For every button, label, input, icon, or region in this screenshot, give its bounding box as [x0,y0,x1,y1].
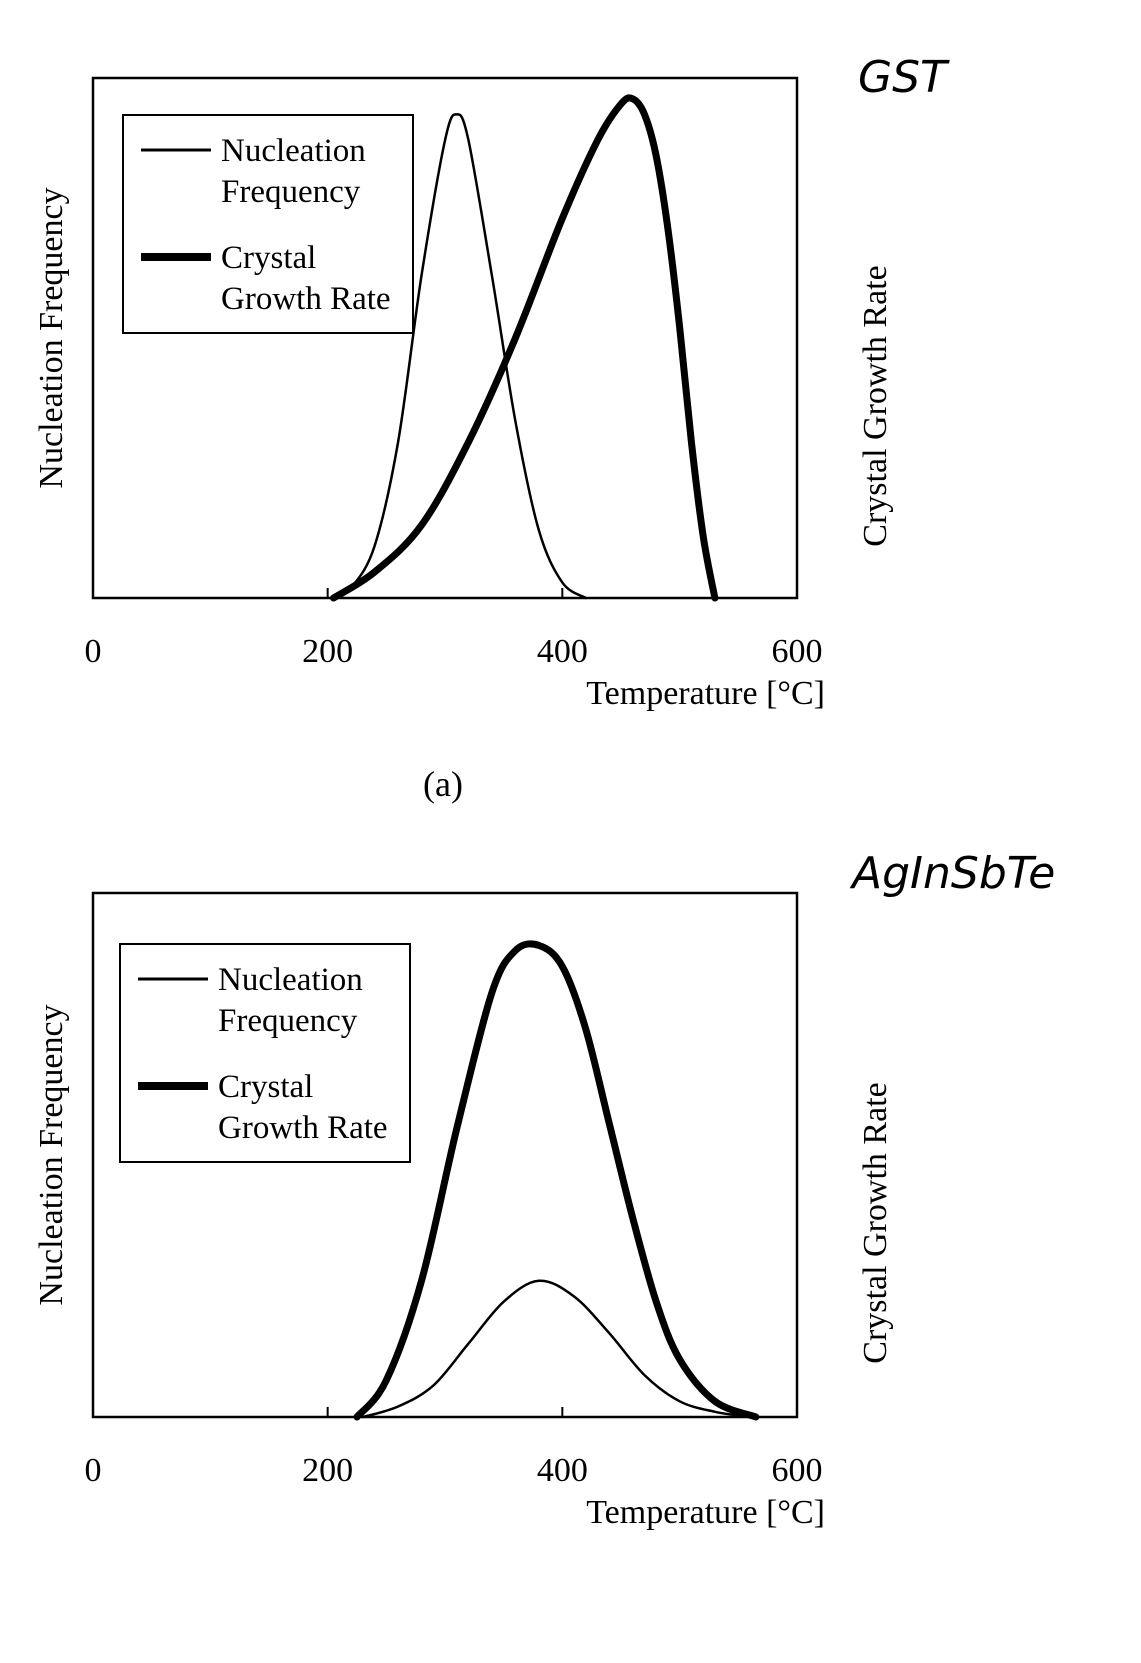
x-tick-label: 0 [85,1452,102,1489]
x-tick-label: 400 [537,1452,588,1489]
legend-entry-label: Nucleation Frequency [221,133,366,210]
x-tick-label: 200 [302,633,353,670]
x-axis-label: Temperature [°C] [586,1494,825,1531]
x-tick-label: 0 [85,633,102,670]
y-axis-label-right: Crystal Growth Rate [857,1082,894,1363]
legend-entry-label: Crystal Growth Rate [218,1069,388,1146]
y-axis-label-left: Nucleation Frequency [33,187,70,488]
plot-frame [91,891,799,1419]
y-axis-label-left: Nucleation Frequency [33,1004,70,1305]
legend-entry-label: Crystal Growth Rate [221,240,391,317]
series-crystal-growth-rate-line [330,94,719,602]
x-tick-label: 400 [537,633,588,670]
series-nucleation-frequency-line [332,113,588,600]
x-tick-label: 600 [772,1452,823,1489]
x-tick-label: 600 [772,633,823,670]
series-nucleation-frequency-line [361,1279,752,1419]
x-axis-label: Temperature [°C] [586,675,825,712]
plot-frame [91,76,799,600]
handwritten-annotation: AgInSbTe [849,848,1055,899]
chart-aginsbte: 0 200 400 600 Temperature [°C] Nucleation Fre… [33,848,1055,1531]
chart-gst: 0 200 400 600 Temperature [°C] Nucleation Fre… [33,52,950,804]
y-axis-label-right: Crystal Growth Rate [857,265,894,546]
series-crystal-growth-rate-line [353,940,760,1421]
panel-label: (a) [423,764,463,804]
legend-entry-label: Nucleation Frequency [218,962,363,1039]
x-tick-label: 200 [302,1452,353,1489]
handwritten-annotation: GST [858,52,950,103]
